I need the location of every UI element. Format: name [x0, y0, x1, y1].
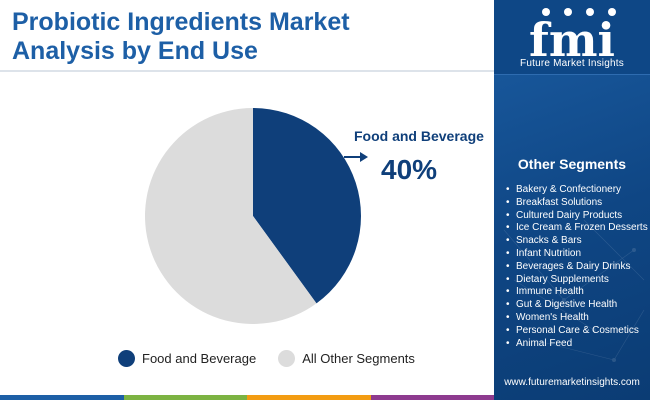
logo-letters: fmi: [529, 13, 615, 58]
right-panel: fmi Future Market Insights Other Segment…: [494, 0, 650, 400]
segment-item: Gut & Digestive Health: [506, 299, 648, 312]
legend-label-all-other-segments: All Other Segments: [302, 351, 415, 366]
segment-item: Immune Health: [506, 286, 648, 299]
legend-item-food-and-beverage: Food and Beverage: [118, 350, 256, 367]
chart-title-line-2: Analysis by End Use: [12, 37, 258, 65]
chart-legend: Food and Beverage All Other Segments: [118, 350, 437, 367]
other-segments-list: Bakery & Confectionery Breakfast Solutio…: [506, 184, 648, 350]
chart-title: Probiotic Ingredients Market Analysis by…: [12, 8, 482, 66]
legend-swatch-all-other-segments: [278, 350, 296, 367]
bottom-bar-segment: [0, 395, 124, 400]
segment-item: Bakery & Confectionery: [506, 184, 648, 197]
fmi-logo-icon: fmi: [529, 8, 616, 58]
callout-value: 40%: [381, 154, 438, 185]
website-link[interactable]: www.futuremarketinsights.com: [504, 377, 640, 388]
callout-arrow-icon: [344, 152, 368, 162]
segment-item: Animal Feed: [506, 338, 648, 351]
title-divider: [0, 70, 494, 72]
fmi-logo[interactable]: fmi Future Market Insights: [494, 0, 650, 75]
segment-item: Ice Cream & Frozen Desserts: [506, 222, 648, 235]
pie-chart: [144, 108, 361, 324]
bottom-color-bar: [0, 395, 494, 400]
legend-label-food-and-beverage: Food and Beverage: [142, 351, 257, 366]
bottom-bar-segment: [370, 395, 494, 400]
legend-swatch-food-and-beverage: [118, 350, 135, 367]
logo-text: Future Market Insights: [520, 58, 624, 69]
legend-item-all-other-segments: All Other Segments: [278, 350, 415, 367]
bottom-bar-segment: [247, 395, 371, 400]
pie-slice-food-and-beverage: [253, 108, 361, 304]
segment-item: Personal Care & Cosmetics: [506, 325, 648, 338]
segment-item: Cultured Dairy Products: [506, 210, 648, 223]
segment-item: Infant Nutrition: [506, 248, 648, 261]
other-segments-title: Other Segments: [517, 156, 627, 172]
segment-item: Women's Health: [506, 312, 648, 325]
segment-item: Dietary Supplements: [506, 274, 648, 287]
segment-item: Snacks & Bars: [506, 235, 648, 248]
chart-title-line-1: Probiotic Ingredients Market: [12, 8, 350, 36]
bottom-bar-segment: [123, 395, 247, 400]
callout-label: Food and Beverage: [354, 128, 484, 144]
pie-slice-all-other-segments: [144, 108, 317, 324]
segment-item: Breakfast Solutions: [506, 197, 648, 210]
segment-item: Beverages & Dairy Drinks: [506, 261, 648, 274]
